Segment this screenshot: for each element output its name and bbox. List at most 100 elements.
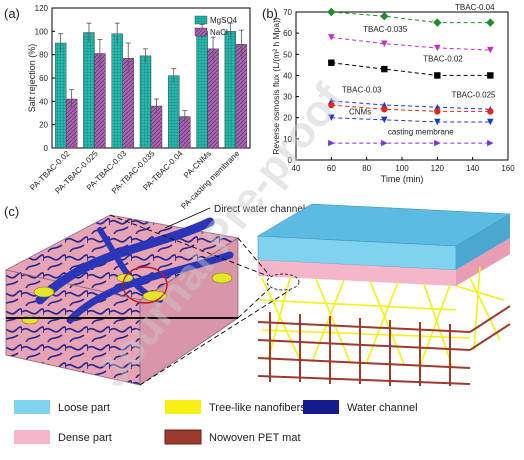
x-tick-label: 80 xyxy=(362,164,371,173)
series-label: TBAC-0.03 xyxy=(342,85,382,94)
legend-swatch xyxy=(165,400,201,414)
data-point xyxy=(328,101,335,109)
legend-swatch xyxy=(194,15,208,25)
water-channel-tube xyxy=(35,217,215,305)
legend-swatch xyxy=(14,430,50,444)
series-line xyxy=(331,117,491,123)
data-point xyxy=(327,7,336,17)
y-tick-label: 40 xyxy=(39,97,48,106)
data-point xyxy=(434,139,441,147)
series-label: TBAC-0.025 xyxy=(451,91,496,100)
data-point xyxy=(328,139,335,147)
membrane-block-illustration: Direct water channels xyxy=(4,204,310,386)
connector-dashed xyxy=(237,287,271,319)
dense-layer-front xyxy=(258,260,456,286)
data-point xyxy=(328,59,335,66)
connector-dashed xyxy=(139,289,291,386)
data-point xyxy=(487,139,494,147)
y-tick-label: 0 xyxy=(44,144,49,153)
series-line xyxy=(331,11,491,24)
data-point xyxy=(434,72,441,79)
legend-label: NaCl xyxy=(210,28,228,37)
series-label: TBAC-0.04 xyxy=(455,3,495,12)
legend-label: Tree-like nanofibers xyxy=(209,402,306,414)
highlight-circle xyxy=(122,266,168,304)
data-point xyxy=(381,40,388,47)
data-point xyxy=(380,12,389,21)
tree-like-nanofibers xyxy=(259,265,505,367)
nanofiber-tube xyxy=(211,272,233,284)
y-tick-label: 20 xyxy=(39,121,48,130)
legend-label: Dense part xyxy=(58,432,112,444)
series-line xyxy=(331,62,491,76)
series-label: TBAC-0.035 xyxy=(363,25,408,34)
series-label: TBAC-0.02 xyxy=(423,55,463,64)
data-point xyxy=(381,65,388,73)
data-point xyxy=(434,44,441,52)
legend-label: Water channel xyxy=(347,402,418,414)
bar-mgso4 xyxy=(54,42,67,149)
y-tick-label: 80 xyxy=(39,51,48,60)
connector-dashed xyxy=(237,237,271,277)
x-tick-label: 60 xyxy=(327,164,336,173)
y-tick-label: 10 xyxy=(283,135,292,144)
data-point xyxy=(381,116,388,124)
y-tick-label: 60 xyxy=(39,74,48,83)
x-axis-title: Time (min) xyxy=(381,174,424,184)
bar-mgso4 xyxy=(139,55,152,149)
data-point xyxy=(433,18,442,27)
series-line xyxy=(331,36,491,51)
legend-swatch xyxy=(14,400,50,414)
panel-a-label: (a) xyxy=(4,6,20,21)
bar-mgso4 xyxy=(83,32,95,149)
data-point xyxy=(381,139,388,147)
bar-mgso4 xyxy=(111,33,123,149)
series-label: CNMs xyxy=(349,108,371,117)
data-point xyxy=(487,46,494,54)
chart-b-flux: 0 10 20 30 40 50 60 70 40 60 80 100 120 140 160 Time (m… xyxy=(271,3,515,184)
callout-line xyxy=(164,207,211,229)
data-point xyxy=(486,18,495,27)
x-tick-label: 160 xyxy=(501,164,515,173)
y-tick-label: 20 xyxy=(283,114,292,123)
y-tick-label: 70 xyxy=(283,8,292,17)
bar-mgso4 xyxy=(168,75,180,149)
x-tick-label: 140 xyxy=(466,164,480,173)
data-point xyxy=(487,118,494,126)
schematic-legend: Loose part Tree-like nanofibers Water chan… xyxy=(14,400,418,445)
panel-b-label: (b) xyxy=(262,6,278,21)
y-axis-title: Reverse osmosis flux (L/(m² h Mpa)) xyxy=(271,17,281,155)
nanofiber-tube xyxy=(33,286,55,298)
y-tick-label: 100 xyxy=(35,27,49,36)
dense-layer-side xyxy=(456,238,510,286)
x-tick-label: 120 xyxy=(431,164,445,173)
y-tick-label: 0 xyxy=(288,156,293,165)
y-tick-label: 60 xyxy=(283,29,292,38)
bar-nacl xyxy=(94,53,106,149)
loose-layer-side xyxy=(456,214,510,270)
data-point xyxy=(487,72,494,79)
bar-nacl xyxy=(207,48,219,149)
bar-nacl xyxy=(235,43,248,149)
series-line xyxy=(331,100,491,110)
data-point xyxy=(434,118,441,126)
connector-dashed xyxy=(109,214,269,277)
data-point xyxy=(328,114,335,121)
legend-label: Loose part xyxy=(58,402,110,414)
legend-label: Nowoven PET mat xyxy=(209,432,301,444)
data-point xyxy=(487,108,494,115)
y-tick-label: 40 xyxy=(283,71,292,80)
data-point xyxy=(434,108,441,115)
legend-swatch xyxy=(303,400,339,414)
y-tick-label: 120 xyxy=(35,4,49,13)
zoom-marker xyxy=(266,273,300,291)
legend-swatch xyxy=(164,429,202,445)
callout-text: Direct water channels xyxy=(214,204,310,215)
series-label: casting membrane xyxy=(388,128,454,137)
bar-mgso4 xyxy=(224,31,237,149)
panel-c-label: (c) xyxy=(4,204,19,219)
bar-mgso4 xyxy=(196,31,208,149)
series-line xyxy=(331,104,491,112)
y-tick-label: 50 xyxy=(283,50,292,59)
